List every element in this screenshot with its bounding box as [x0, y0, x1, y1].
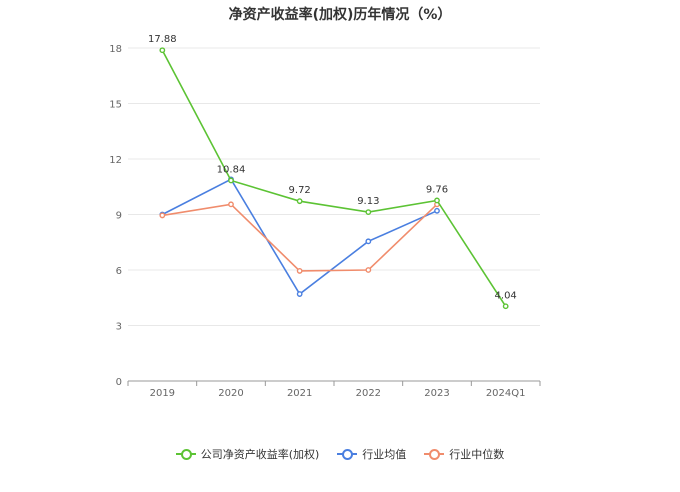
y-tick-label: 15 — [109, 100, 122, 111]
y-tick-label: 18 — [109, 44, 122, 55]
chart-legend: 公司净资产收益率(加权) 行业均值 行业中位数 — [0, 446, 680, 462]
data-point — [365, 267, 372, 273]
data-point — [365, 209, 372, 215]
legend-swatch — [424, 448, 445, 460]
series-line — [161, 178, 438, 296]
x-tick-label: 2024Q1 — [486, 388, 526, 399]
y-tick-label: 0 — [116, 377, 122, 388]
data-label: 17.88 — [148, 34, 177, 45]
data-point — [228, 201, 234, 208]
legend-swatch — [175, 448, 196, 460]
legend-label: 公司净资产收益率(加权) — [200, 448, 320, 461]
data-point — [159, 212, 166, 219]
x-tick-label: 2021 — [287, 388, 312, 399]
data-label: 9.13 — [357, 196, 379, 207]
x-tick-label: 2019 — [150, 388, 175, 399]
data-point — [365, 238, 372, 245]
series-line — [161, 49, 507, 307]
legend-swatch — [337, 448, 358, 460]
legend-label: 行业中位数 — [449, 448, 505, 461]
y-tick-label: 9 — [116, 211, 122, 222]
x-tick-label: 2020 — [218, 388, 243, 399]
legend-item[interactable]: 公司净资产收益率(加权) — [175, 446, 320, 462]
x-tick-label: 2023 — [424, 388, 449, 399]
data-point — [296, 268, 303, 274]
legend-item[interactable]: 行业中位数 — [424, 446, 504, 462]
legend-item[interactable]: 行业均值 — [337, 446, 406, 462]
data-label: 9.76 — [426, 184, 448, 195]
data-label: 4.04 — [495, 290, 517, 301]
data-point — [434, 207, 440, 214]
data-point — [296, 291, 303, 297]
data-label: 9.72 — [289, 185, 311, 196]
data-point — [296, 198, 303, 205]
y-tick-label: 6 — [116, 266, 122, 277]
data-point — [159, 47, 166, 54]
data-point — [502, 303, 509, 310]
data-label: 10.84 — [217, 164, 246, 175]
data-point — [434, 197, 440, 204]
y-tick-label: 12 — [109, 155, 122, 166]
data-point — [228, 177, 234, 184]
chart-title: 净资产收益率(加权)历年情况（%） — [228, 7, 452, 23]
legend-label: 行业均值 — [362, 448, 407, 461]
y-tick-label: 3 — [116, 322, 122, 333]
x-tick-label: 2022 — [356, 388, 381, 399]
